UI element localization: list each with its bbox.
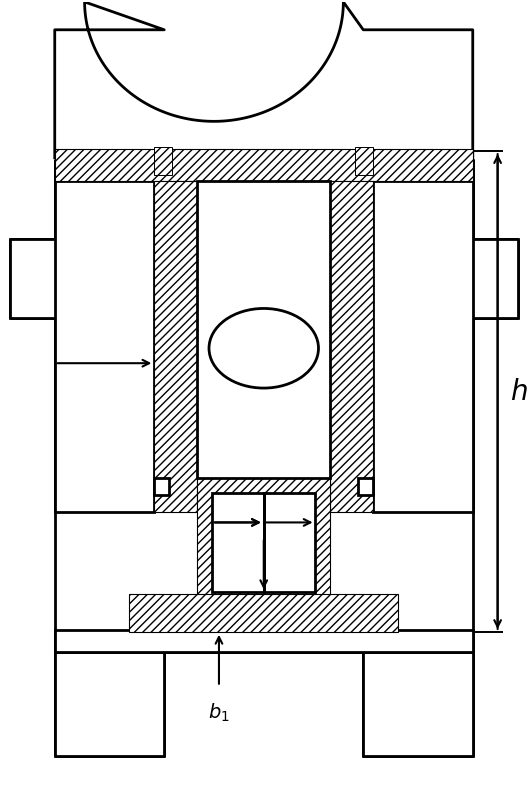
Bar (55, 149, 473, 181)
Bar (154, 147, 172, 175)
Polygon shape (55, 2, 473, 159)
Bar (129, 594, 398, 632)
Bar (197, 181, 330, 478)
Text: $b_3$: $b_3$ (77, 325, 99, 347)
Bar (55, 652, 164, 756)
Bar (330, 181, 373, 512)
Bar (154, 478, 169, 494)
Bar (355, 147, 373, 175)
Bar (358, 478, 373, 494)
Bar (55, 630, 473, 652)
Text: $b_1$: $b_1$ (208, 701, 230, 724)
Bar (55, 181, 154, 512)
Text: $b_3$: $b_3$ (288, 486, 310, 508)
Bar (10, 239, 65, 318)
Bar (373, 181, 473, 512)
Bar (463, 239, 517, 318)
Bar (363, 652, 473, 756)
Ellipse shape (209, 309, 319, 388)
Bar (212, 493, 264, 592)
Text: $h$: $h$ (509, 377, 527, 406)
Bar (197, 478, 330, 607)
Bar (154, 181, 197, 512)
Bar (264, 493, 315, 592)
